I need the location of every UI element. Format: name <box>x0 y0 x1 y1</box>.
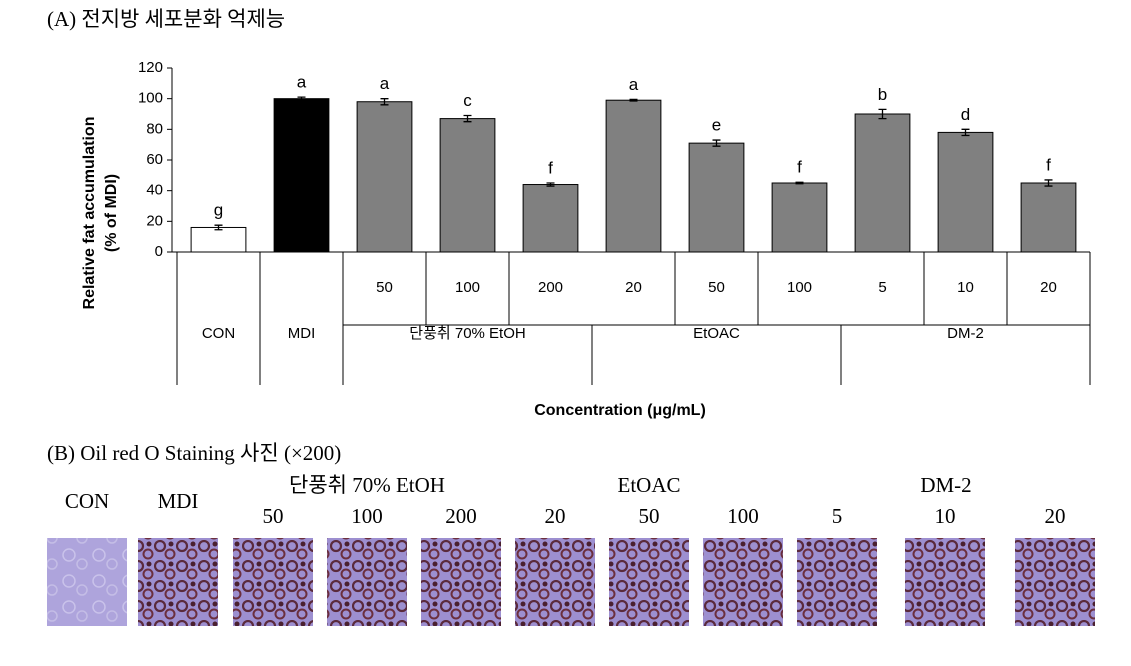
staining-group-label: MDI <box>158 489 199 513</box>
bar <box>439 118 496 253</box>
error-bar <box>214 224 223 231</box>
staining-group-label: 단풍취 70% EtOH <box>289 473 445 497</box>
group-label: DM-2 <box>947 325 984 342</box>
bar <box>937 131 994 253</box>
y-tick-label: 120 <box>138 59 163 76</box>
staining-image <box>1015 538 1095 626</box>
staining-image <box>421 538 501 626</box>
staining-image <box>609 538 689 626</box>
staining-image <box>327 538 407 626</box>
significance-letter: a <box>297 73 307 92</box>
y-tick-label: 80 <box>146 120 163 137</box>
y-tick-label: 40 <box>146 182 163 199</box>
x-tick-label: 20 <box>625 279 642 296</box>
significance-letter: a <box>380 74 390 93</box>
y-tick-label: 100 <box>138 90 163 107</box>
bar <box>1020 182 1077 253</box>
staining-concentration: 50 <box>639 504 660 528</box>
group-label: MDI <box>288 325 316 342</box>
significance-letter: d <box>961 105 970 124</box>
bar <box>688 142 745 253</box>
staining-image <box>515 538 595 626</box>
y-tick-label: 20 <box>146 212 163 229</box>
staining-image <box>47 538 127 626</box>
error-bar <box>297 96 306 101</box>
bar <box>771 182 828 253</box>
staining-group-label: DM-2 <box>920 473 971 497</box>
bar <box>356 101 413 253</box>
x-tick-label: 200 <box>538 279 563 296</box>
staining-concentration: 50 <box>263 504 284 528</box>
staining-concentration: 100 <box>351 504 383 528</box>
staining-concentration: 10 <box>935 504 956 528</box>
group-label: EtOAC <box>693 325 740 342</box>
significance-letter: g <box>214 201 223 220</box>
bar <box>273 98 330 253</box>
error-bar <box>1044 179 1053 187</box>
group-label: 단풍취 70% EtOH <box>409 325 525 342</box>
y-label-line: (% of MDI) <box>103 174 120 252</box>
staining-image <box>797 538 877 626</box>
significance-letter: e <box>712 116 721 135</box>
significance-letter: c <box>463 91 472 110</box>
error-bar <box>463 114 472 123</box>
significance-letter: a <box>629 75 639 94</box>
significance-letter: f <box>797 158 802 177</box>
staining-image <box>905 538 985 626</box>
x-tick-label: 100 <box>455 279 480 296</box>
bar <box>605 99 662 253</box>
bar <box>854 113 911 253</box>
x-label: Concentration (μg/mL) <box>534 402 706 419</box>
x-tick-label: 100 <box>787 279 812 296</box>
y-label-line: Relative fat accumulation <box>81 117 98 310</box>
significance-letter: f <box>548 158 553 177</box>
staining-image <box>703 538 783 626</box>
staining-concentration: 100 <box>727 504 759 528</box>
staining-image <box>138 538 218 626</box>
significance-letter: f <box>1046 155 1051 174</box>
staining-concentration: 20 <box>545 504 566 528</box>
error-bar <box>961 128 970 137</box>
y-tick-label: 0 <box>155 243 163 260</box>
error-bar <box>380 98 389 106</box>
bar <box>190 226 247 253</box>
bar <box>522 184 579 253</box>
panel-b-title: (B) Oil red O Staining 사진 (×200) <box>47 441 341 465</box>
x-tick-label: 5 <box>878 279 886 296</box>
error-bar <box>629 98 638 102</box>
error-bar <box>546 182 555 187</box>
x-tick-label: 20 <box>1040 279 1057 296</box>
significance-letter: b <box>878 85 887 104</box>
group-label: CON <box>202 325 235 342</box>
staining-image <box>233 538 313 626</box>
staining-concentration: 20 <box>1045 504 1066 528</box>
error-bar <box>712 139 721 147</box>
x-tick-label: 10 <box>957 279 974 296</box>
staining-group-label: CON <box>65 489 109 513</box>
y-tick-label: 60 <box>146 151 163 168</box>
error-bar <box>878 108 887 120</box>
staining-group-label: EtOAC <box>618 473 681 497</box>
panel-a-title: (A) 전지방 세포분화 억제능 <box>47 7 285 31</box>
x-tick-label: 50 <box>376 279 393 296</box>
error-bar <box>795 181 804 185</box>
staining-concentration: 200 <box>445 504 477 528</box>
y-label: Relative fat accumulation (% of MDI) <box>81 117 120 310</box>
staining-concentration: 5 <box>832 504 843 528</box>
x-tick-label: 50 <box>708 279 725 296</box>
